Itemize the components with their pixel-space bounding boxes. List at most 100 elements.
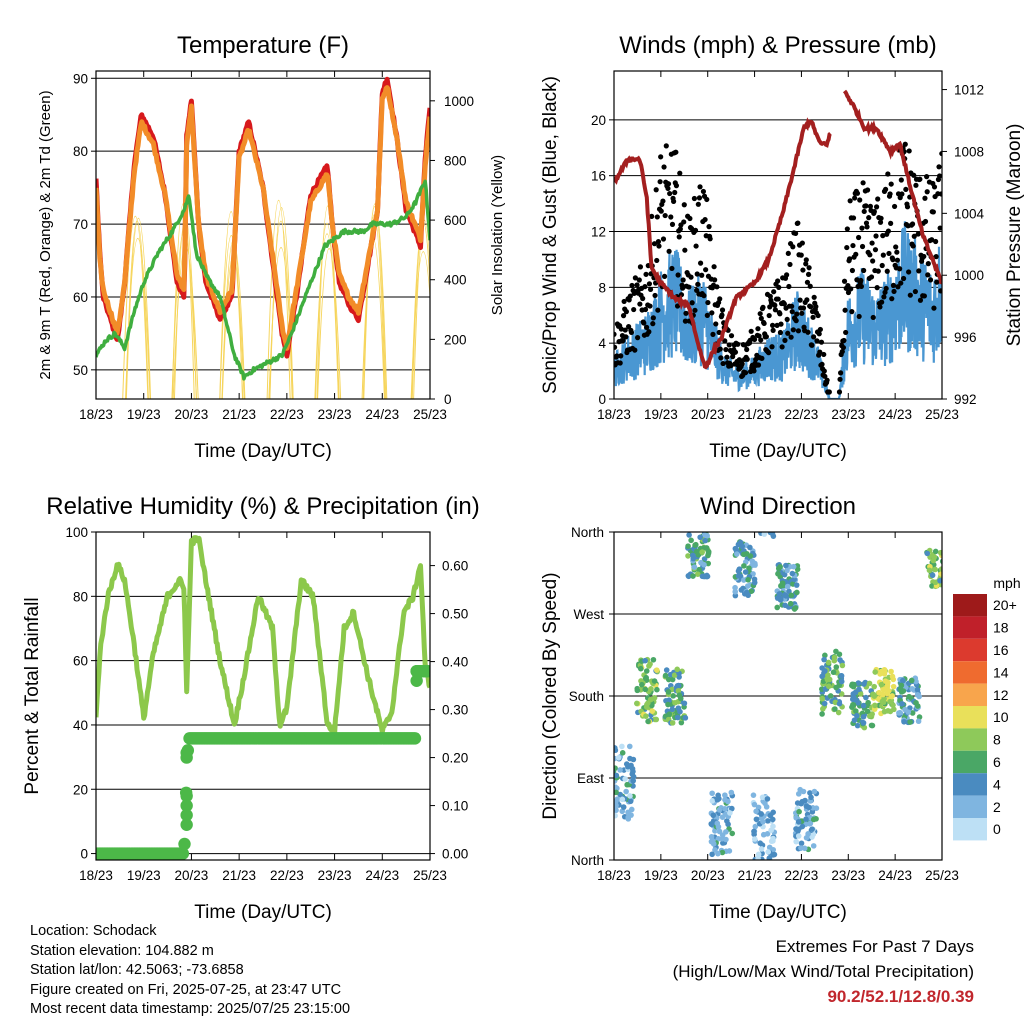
- gust-point: [939, 150, 942, 157]
- direction-point: [702, 537, 708, 544]
- gust-point: [657, 179, 663, 185]
- direction-point: [783, 562, 789, 569]
- winds-xtick-label: 23/23: [831, 407, 865, 422]
- gust-point: [618, 353, 624, 359]
- gust-point: [803, 257, 809, 263]
- direction-point: [900, 688, 907, 694]
- legend-label: 18: [993, 620, 1009, 636]
- gust-point: [760, 304, 766, 310]
- winds-ytick-label: 8: [598, 280, 606, 295]
- legend-label: 2: [993, 799, 1001, 815]
- gust-point: [838, 370, 844, 376]
- direction-point: [855, 700, 861, 706]
- gust-point: [937, 225, 942, 231]
- gust-point: [706, 224, 712, 230]
- direction-point: [851, 717, 858, 723]
- gust-point: [784, 316, 790, 323]
- gust-point: [652, 292, 658, 299]
- gust-point: [861, 267, 867, 274]
- direction-point: [807, 790, 813, 796]
- gust-point: [692, 307, 698, 313]
- gust-point: [653, 187, 659, 193]
- winds-ytick-label: 4: [598, 336, 606, 351]
- gust-point: [640, 295, 646, 302]
- gust-point: [836, 389, 843, 395]
- temperature-ytick-label: 80: [73, 144, 88, 159]
- direction-point: [901, 718, 907, 725]
- direction-point: [752, 560, 758, 567]
- direction-point: [863, 694, 869, 701]
- direction-point: [674, 666, 681, 673]
- direction-point: [751, 836, 758, 842]
- latest-text: Most recent data timestamp: 2025/07/25 2…: [30, 1001, 351, 1018]
- gust-point: [704, 196, 710, 203]
- direction-point: [619, 750, 626, 756]
- precip-point: [180, 818, 193, 831]
- legend-swatch: [953, 661, 987, 684]
- direction-point: [926, 567, 933, 574]
- gust-point: [643, 271, 649, 277]
- direction-point: [629, 765, 636, 772]
- direction-point: [675, 682, 682, 689]
- direction-point: [779, 580, 786, 586]
- gust-point: [797, 297, 803, 303]
- gust-point: [898, 280, 904, 286]
- gust-point: [646, 281, 653, 287]
- gust-point: [804, 279, 811, 285]
- direction-ytick-label: East: [577, 771, 604, 786]
- temperature-ytick-label: 90: [73, 71, 88, 86]
- direction-point: [944, 575, 950, 581]
- gust-point: [631, 306, 637, 313]
- direction-point: [771, 851, 778, 858]
- winds-xtick-label: 22/23: [785, 407, 819, 422]
- direction-point: [789, 570, 796, 577]
- legend-swatch: [953, 706, 987, 729]
- humidity-xtick-label: 23/23: [318, 868, 352, 883]
- extremes-box: Extremes For Past 7 Days (High/Low/Max W…: [673, 934, 974, 1009]
- solar-insolation-line: [266, 199, 291, 399]
- direction-point: [864, 708, 871, 715]
- gust-point: [712, 277, 718, 283]
- gust-point: [931, 184, 938, 190]
- direction-point: [887, 708, 894, 715]
- direction-ytick-label: West: [573, 607, 604, 622]
- direction-point: [907, 719, 913, 725]
- temperature-series-dewpoint: [96, 179, 430, 381]
- legend-label: 12: [993, 687, 1009, 703]
- gust-point: [660, 198, 666, 204]
- gust-point: [844, 244, 850, 251]
- gust-point: [927, 277, 934, 283]
- gust-point: [681, 219, 687, 225]
- direction-point: [913, 678, 919, 685]
- gust-point: [921, 253, 927, 260]
- gust-point: [864, 224, 870, 230]
- direction-point: [760, 818, 766, 825]
- direction-title: Wind Direction: [700, 493, 856, 520]
- gust-point: [819, 361, 825, 367]
- gust-point: [886, 250, 892, 257]
- direction-point: [667, 671, 674, 678]
- temperature-xtick-label: 20/23: [175, 407, 209, 422]
- gust-point: [703, 267, 709, 273]
- direction-point: [781, 592, 788, 598]
- gust-point: [893, 244, 899, 250]
- direction-point: [719, 849, 726, 856]
- gust-point: [769, 344, 775, 350]
- gust-point: [660, 236, 667, 242]
- direction-point: [715, 824, 722, 830]
- gust-point: [776, 284, 782, 291]
- direction-point: [890, 683, 897, 690]
- direction-point: [651, 678, 658, 684]
- gust-point: [917, 297, 924, 303]
- direction-point: [942, 576, 948, 582]
- direction-point: [637, 665, 644, 672]
- direction-point: [666, 711, 673, 717]
- direction-point: [929, 572, 936, 579]
- direction-point: [614, 745, 618, 751]
- gust-point: [855, 234, 862, 241]
- winds-ytick-label: 0: [598, 392, 606, 407]
- gust-point: [665, 181, 672, 187]
- direction-point: [833, 648, 839, 655]
- gust-point: [777, 311, 783, 317]
- gust-point: [870, 314, 876, 321]
